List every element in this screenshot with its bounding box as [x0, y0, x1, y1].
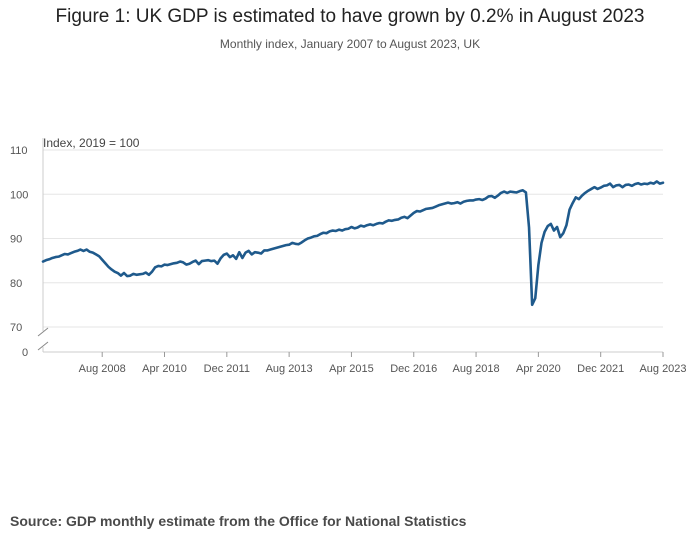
- axis-lines: [37, 138, 663, 353]
- y-tick-label: 70: [10, 322, 22, 334]
- gridlines: [43, 149, 663, 328]
- x-tick-label: Dec 2016: [390, 363, 437, 375]
- x-tick-label: Aug 2013: [266, 363, 313, 375]
- y-axis-unit-label: Index, 2019 = 100: [43, 136, 140, 150]
- x-axis-ticks: Aug 2008 Apr 2010 Dec 2011 Aug 2013 Apr 2015…: [79, 352, 687, 375]
- y-axis-ticks: 110 100 90 80 70 0: [10, 145, 28, 359]
- y-tick-label-zero: 0: [22, 347, 28, 359]
- x-tick-label: Dec 2011: [204, 363, 250, 375]
- x-tick-label: Aug 2018: [453, 363, 500, 375]
- axis-break-mark: [37, 327, 49, 337]
- source-note: Source: GDP monthly estimate from the Of…: [10, 513, 467, 529]
- x-tick-label: Aug 2008: [79, 363, 126, 375]
- x-tick-label: Apr 2010: [142, 363, 187, 375]
- x-tick-label: Dec 2021: [577, 363, 624, 375]
- chart-subtitle: Monthly index, January 2007 to August 20…: [219, 37, 481, 51]
- line-chart: Index, 2019 = 100 110 100 90 80 70 0 Aug 2008…: [10, 136, 687, 375]
- chart-title: Figure 1: UK GDP is estimated to have gr…: [55, 6, 645, 27]
- series-line-gdp-index: [41, 180, 665, 307]
- y-tick-label: 100: [10, 189, 28, 201]
- x-tick-label: Aug 2023: [639, 363, 686, 375]
- y-tick-label: 80: [10, 278, 22, 290]
- y-tick-label: 110: [10, 145, 28, 157]
- x-tick-label: Apr 2020: [516, 363, 561, 375]
- axis-break-mark: [37, 341, 49, 351]
- y-tick-label: 90: [10, 234, 22, 246]
- x-tick-label: Apr 2015: [329, 363, 374, 375]
- series-layer: [41, 180, 665, 307]
